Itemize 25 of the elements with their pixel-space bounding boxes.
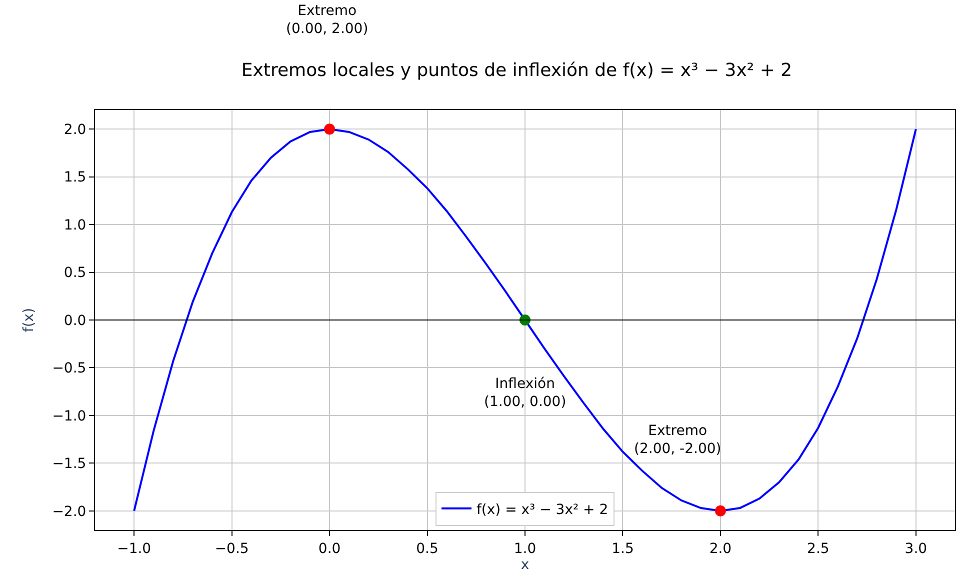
x-tick-label: 0.0 — [318, 540, 341, 557]
y-tick-label: 0.0 — [64, 312, 86, 329]
x-tick-label: 0.5 — [416, 540, 438, 557]
y-tick-label: 0.5 — [64, 265, 86, 282]
annotation: Extremo (2.00, -2.00) — [634, 423, 722, 458]
y-tick-label: 2.0 — [64, 122, 86, 138]
y-tick-label: 1.5 — [64, 170, 86, 186]
y-tick-label: −1.0 — [52, 408, 86, 424]
x-tick-label: 2.5 — [807, 540, 830, 557]
chart-title: Extremos locales y puntos de inflexión de f(x) = x³ − 3x² + 2 — [241, 60, 792, 82]
y-axis-title: f(x) — [20, 308, 37, 332]
x-tick-label: 1.0 — [514, 540, 536, 557]
y-tick-label: −1.5 — [52, 456, 86, 472]
x-tick-label: −1.0 — [117, 540, 152, 557]
y-tick-label: 1.0 — [64, 217, 86, 234]
x-tick-label: 3.0 — [904, 540, 928, 557]
x-tick-label: 1.5 — [612, 540, 634, 557]
text: Extremo (0.00, 2.00) — [286, 3, 368, 38]
x-axis-title: x — [520, 556, 530, 573]
y-tick-label: −0.5 — [52, 360, 86, 377]
y-tick-label: −2.0 — [52, 504, 86, 520]
annotation: Inflexión (1.00, 0.00) — [484, 376, 566, 410]
x-tick-label: 2.0 — [709, 540, 732, 557]
x-tick-label: −0.5 — [214, 540, 249, 557]
legend-label: f(x) = x³ − 3x² + 2 — [476, 502, 608, 518]
